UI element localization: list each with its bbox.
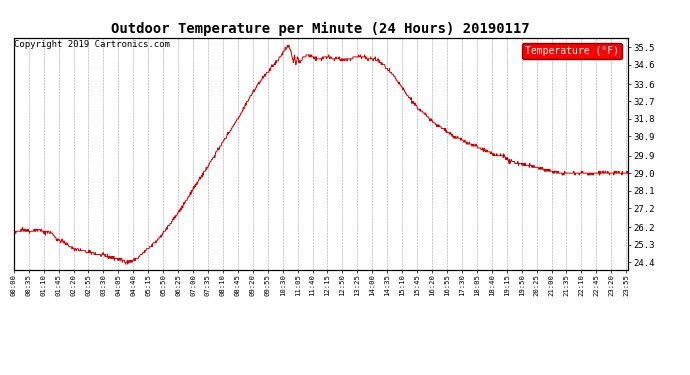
Text: Copyright 2019 Cartronics.com: Copyright 2019 Cartronics.com [14,40,170,49]
Legend: Temperature (°F): Temperature (°F) [522,43,622,58]
Title: Outdoor Temperature per Minute (24 Hours) 20190117: Outdoor Temperature per Minute (24 Hours… [112,22,530,36]
